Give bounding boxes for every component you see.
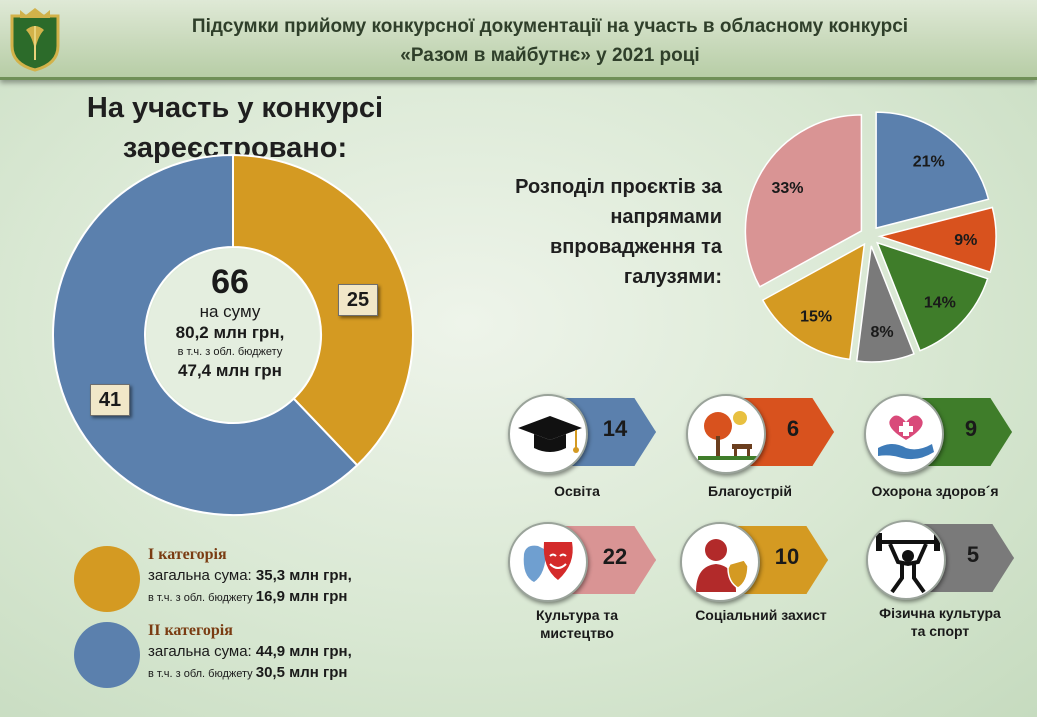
distribution-heading: Розподіл проєктів за напрямами впровадже… [440,172,722,292]
tile-landscaping-label: Благоустрій [708,483,792,499]
total-sum: 80,2 млн грн, [175,323,285,342]
pie-slice-5 [761,242,866,361]
tile-social-protection: 10 [680,522,830,602]
tile-healthcare: 9 [864,394,1014,474]
tile-social-protection-label: Соціальний захист [695,607,827,623]
pie-label-2: 9% [954,232,977,249]
legend-cat2-title: ІІ категорія [148,622,233,639]
donut-center-summary: 66 на суму 80,2 млн грн, в т.ч. з обл. б… [150,262,310,382]
legend-cat1-total-label: загальна сума: [148,567,256,584]
healthcare-icon [864,394,944,474]
tile-sport-value: 5 [966,542,980,567]
tile-social-protection-value: 10 [774,544,800,569]
donut-slice-1 [232,153,414,467]
pie-slice-4 [855,245,915,363]
social-protection-icon [680,522,760,602]
legend-swatch-cat1 [74,546,140,612]
sum-label: на суму [199,302,261,321]
pie-label-6: 33% [771,180,803,197]
tile-sport-label-line1: Фізична культура [879,605,1001,621]
pie-label-4: 8% [870,324,893,341]
registered-heading: На участь у конкурсі зареєстровано: [40,88,430,168]
weightlifter-icon [866,520,946,600]
tile-landscaping-value: 6 [786,416,800,441]
legend-cat2-budget: 30,5 млн грн [255,664,348,681]
park-icon [686,394,766,474]
donut-center [147,249,319,421]
pie-slice-6 [744,114,863,288]
page-title: Підсумки прийому конкурсної документації… [70,12,1030,70]
total-projects: 66 [211,263,249,301]
pie-label-1: 21% [913,153,945,170]
legend-cat2-budget-label: в т.ч. з обл. бюджету [148,668,256,680]
distribution-heading-line1: Розподіл проєктів за [515,176,722,198]
pie-slice-3 [876,241,989,352]
graduation-cap-icon [508,394,588,474]
legend-cat1-total: 35,3 млн грн, [255,567,352,584]
tile-culture-label-line1: Культура та [535,607,619,623]
tile-education: 14 [508,394,658,474]
distribution-pie-chart: 21% 9% 14% 8% 15% 33% [744,111,997,363]
distribution-heading-line3: впровадження та [549,236,722,258]
legend-cat2-total-label: загальна сума: [148,643,256,660]
page-title-line2: «Разом в майбутнє» у 2021 році [400,45,700,66]
budget-sum: 47,4 млн грн [178,361,282,380]
donut-label-cat2: 41 [90,384,130,416]
tile-culture-value: 22 [602,544,628,569]
kharkiv-emblem-icon [10,8,60,72]
legend-cat1-title: І категорія [148,546,227,563]
legend-cat1-budget-label: в т.ч. з обл. бюджету [148,592,256,604]
tile-sport-label-line2: та спорт [910,623,970,639]
theatre-masks-icon [508,522,588,602]
tile-healthcare-label: Охорона здоров´я [871,483,999,499]
tile-sport-label: Фізична культура та спорт [860,604,1020,640]
pie-slice-1 [875,111,990,230]
registered-heading-line1: На участь у конкурсі [86,92,384,124]
legend-cat2-total: 44,9 млн грн, [255,643,352,660]
header-banner: Підсумки прийому конкурсної документації… [0,0,1037,80]
donut-label-cat1: 25 [338,284,378,316]
tile-education-value: 14 [602,416,628,441]
budget-label: в т.ч. з обл. бюджету [177,346,283,358]
legend-cat1: І категорія загальна сума: 35,3 млн грн,… [148,544,352,609]
legend-swatch-cat2 [74,622,140,688]
tile-culture: 22 [508,522,658,602]
legend-cat1-budget: 16,9 млн грн [255,588,348,605]
pie-label-5: 15% [800,308,832,325]
tile-healthcare-value: 9 [964,416,978,441]
page-title-line1: Підсумки прийому конкурсної документації… [191,16,909,37]
pie-slice-2 [877,206,997,274]
tile-education-label: Освіта [554,483,600,499]
tile-culture-label-line2: мистецтво [540,625,614,641]
legend-cat2: ІІ категорія загальна сума: 44,9 млн грн… [148,620,352,685]
distribution-heading-line4: галузями: [623,266,722,288]
donut-slice-2 [52,153,359,516]
pie-label-3: 14% [924,295,956,312]
tile-sport: 5 [866,520,1016,600]
distribution-heading-line2: напрямами [610,206,722,228]
tile-culture-label: Культура та мистецтво [512,606,642,642]
donut-chart [52,153,414,516]
tile-landscaping: 6 [686,394,836,474]
